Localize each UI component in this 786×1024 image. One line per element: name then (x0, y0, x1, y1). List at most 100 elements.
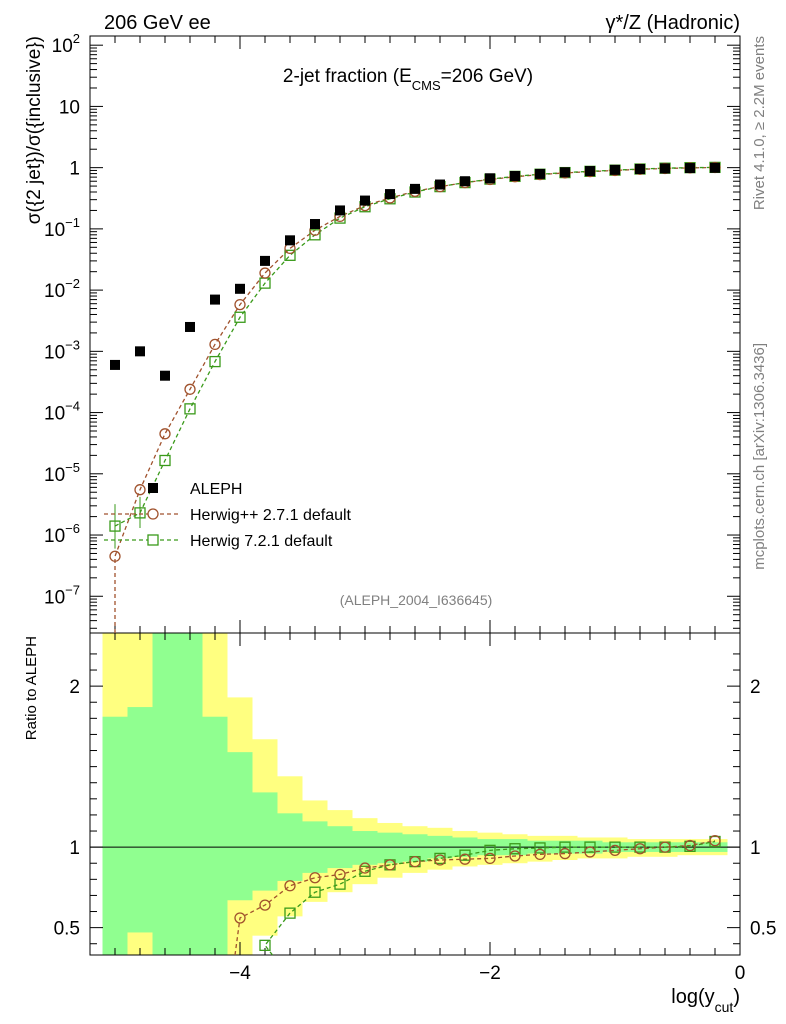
marker-aleph (635, 164, 645, 175)
marker-herwigpp (159, 428, 171, 440)
y-tick-label-base: 10 (52, 36, 73, 57)
ratio-marker-herwig7 (609, 841, 621, 853)
marker-aleph (310, 219, 320, 230)
bottom-axis-ticks: 0.5 0.5 1 1 2 2 −4 −2 0 (54, 633, 776, 984)
header-left: 206 GeV ee (104, 12, 211, 34)
y-tick-label-exp: −2 (65, 276, 80, 291)
y-tick-label-exp: −5 (65, 460, 80, 475)
y-tick-label-base: 10 (44, 342, 65, 363)
y-tick-label-bottom-right: 0.5 (750, 919, 776, 940)
ratio-marker-herwig7 (359, 865, 371, 877)
chart-title-sub: CMS (412, 78, 441, 93)
y-tick-label-exp: −1 (65, 215, 80, 230)
series-line-herwigpp (114, 166, 716, 633)
x-tick-label: 0 (735, 963, 746, 984)
ratio-marker-herwig7 (459, 849, 471, 861)
marker-herwigpp (209, 338, 221, 351)
y-tick-label-base: 10 (44, 220, 65, 241)
marker-aleph (185, 321, 195, 332)
marker-aleph (660, 163, 670, 174)
ratio-marker-herwigpp (509, 850, 521, 862)
ratio-marker-herwig7 (509, 843, 521, 855)
y-tick-label-bottom: 0.5 (54, 919, 80, 940)
marker-aleph (385, 189, 395, 200)
marker-aleph (585, 166, 595, 177)
series-line-herwig7 (114, 166, 716, 527)
y-tick-label-base: 10 (44, 465, 65, 486)
marker-aleph (135, 346, 145, 357)
y-tick-label-base: 10 (44, 526, 65, 547)
y-tick-label-base: 10 (59, 97, 80, 118)
rivet-label: Rivet 4.1.0, ≥ 2.2M events (751, 36, 768, 210)
marker-aleph (460, 176, 470, 187)
ratio-line-herwigpp (234, 840, 716, 956)
marker-aleph (685, 163, 695, 174)
y-tick-label-exp: −4 (65, 399, 80, 414)
x-axis-label-tail: ) (733, 986, 740, 1008)
top-panel-data (109, 161, 721, 633)
band-green (102, 716, 128, 955)
marker-herwig7 (134, 507, 146, 519)
band-green (227, 752, 253, 901)
y-tick-label-top: 102 (52, 31, 80, 57)
marker-aleph (285, 235, 295, 246)
bottom-panel-data (234, 835, 721, 956)
top-panel-frame (89, 35, 741, 634)
ratio-marker-herwig7 (284, 907, 296, 919)
band-green (177, 633, 203, 955)
ratio-marker-herwigpp (559, 847, 571, 860)
y-tick-label-top: 10−6 (44, 521, 80, 547)
marker-herwigpp (234, 298, 246, 311)
analysis-tag: (ALEPH_2004_I636645) (340, 592, 493, 608)
ratio-marker-herwigpp (359, 862, 371, 874)
y-tick-label-base: 10 (44, 404, 65, 425)
band-green (402, 834, 428, 862)
band-green (252, 792, 278, 891)
marker-aleph (510, 171, 520, 182)
y-tick-label-top: 10−5 (44, 460, 80, 486)
ratio-marker-herwigpp (709, 835, 721, 847)
marker-aleph (710, 162, 720, 173)
y-tick-label-top: 10−3 (44, 337, 80, 363)
y-tick-label-base: 10 (44, 281, 65, 302)
legend-label: Herwig++ 2.7.1 default (190, 507, 352, 524)
y-tick-label-base: 10 (44, 587, 65, 608)
y-axis-label-top: σ({2 jet})/σ({inclusive}) (24, 36, 45, 224)
ratio-marker-herwigpp (484, 852, 496, 865)
marker-aleph (485, 173, 495, 184)
legend-marker-herwig7 (147, 534, 159, 546)
ratio-marker-herwig7 (484, 844, 496, 856)
x-axis-label: log(ycut) (671, 986, 740, 1015)
marker-herwig7 (184, 403, 196, 415)
y-tick-label-base: 1 (69, 159, 80, 180)
x-axis-label-sub: cut (715, 999, 734, 1015)
y-tick-label-top: 10−1 (44, 215, 80, 241)
y-tick-label-top: 1 (69, 159, 80, 180)
header-right: γ*/Z (Hadronic) (606, 12, 740, 34)
x-tick-label: −4 (229, 963, 251, 984)
marker-herwig7 (309, 229, 321, 241)
ratio-marker-herwigpp (659, 841, 671, 853)
ratio-marker-herwig7 (584, 841, 596, 853)
y-tick-label-bottom-right: 1 (750, 838, 761, 859)
legend-label: Herwig 7.2.1 default (190, 533, 333, 550)
band-green (352, 831, 378, 865)
ratio-marker-herwigpp (634, 843, 646, 855)
marker-aleph (610, 164, 620, 175)
marker-herwigpp (184, 383, 196, 395)
marker-aleph (535, 168, 545, 179)
ratio-marker-herwigpp (334, 868, 346, 881)
ratio-marker-herwigpp (684, 839, 696, 852)
y-axis-label-bottom: Ratio to ALEPH (23, 636, 40, 740)
y-tick-label-exp: −6 (65, 521, 80, 536)
ratio-marker-herwigpp (434, 854, 446, 866)
mcplots-label: mcplots.cern.ch [arXiv:1306.3436] (751, 343, 768, 570)
chart-title: 2-jet fraction (ECMS=206 GeV) (283, 66, 533, 93)
band-green (202, 716, 228, 955)
marker-aleph (410, 183, 420, 194)
ratio-bands (102, 633, 728, 955)
marker-aleph (360, 195, 370, 206)
marker-herwigpp (134, 484, 146, 496)
x-tick-label: −2 (479, 963, 501, 984)
legend-marker-herwigpp (147, 508, 159, 520)
